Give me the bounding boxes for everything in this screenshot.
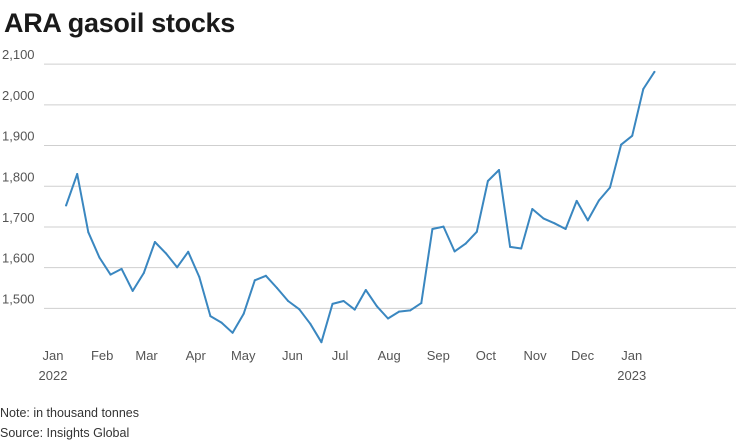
data-point xyxy=(176,266,179,269)
data-point xyxy=(387,317,389,320)
data-point xyxy=(120,267,123,270)
data-point xyxy=(475,230,478,233)
x-tick-year-label: 2022 xyxy=(39,368,68,383)
data-point xyxy=(131,289,134,292)
data-point xyxy=(620,143,623,146)
x-tick-label: Jun xyxy=(282,348,303,363)
data-point xyxy=(609,186,611,189)
data-point xyxy=(653,70,656,73)
data-point xyxy=(98,256,101,259)
x-tick-label: Jan xyxy=(43,348,64,363)
data-point xyxy=(631,134,634,137)
y-tick-label: 1,600 xyxy=(2,251,35,266)
x-tick-label: Apr xyxy=(186,348,207,363)
data-point xyxy=(287,300,290,302)
data-point xyxy=(209,315,212,318)
data-point xyxy=(87,231,90,234)
x-tick-label: May xyxy=(231,348,256,363)
data-point xyxy=(564,228,567,230)
data-point xyxy=(242,312,245,315)
data-point xyxy=(553,222,556,225)
data-point xyxy=(464,242,467,245)
series-line xyxy=(65,70,656,344)
x-tick-label: Sep xyxy=(427,348,450,363)
data-point xyxy=(198,276,201,278)
data-point xyxy=(320,341,323,344)
x-tick-label: Jan xyxy=(621,348,642,363)
gridlines xyxy=(44,63,736,309)
data-point xyxy=(498,169,500,171)
data-point xyxy=(220,321,223,324)
x-tick-label: Nov xyxy=(524,348,548,363)
data-point xyxy=(542,217,545,220)
data-point xyxy=(231,331,234,334)
data-point xyxy=(353,308,356,311)
series-layer xyxy=(65,70,656,344)
x-tick-label: Aug xyxy=(378,348,401,363)
x-tick-label: Feb xyxy=(91,348,113,363)
data-point xyxy=(276,287,278,289)
data-point xyxy=(420,302,423,305)
data-point xyxy=(253,279,256,282)
x-axis-tick-labels: Jan 2022 Feb Mar Apr May Jun Jul Aug Sep Oct Nov Dec… xyxy=(39,348,647,383)
data-point xyxy=(65,204,68,207)
data-point xyxy=(165,252,167,255)
data-point xyxy=(575,199,578,202)
data-point xyxy=(442,225,445,228)
data-point xyxy=(187,250,190,253)
chart-source: Source: Insights Global xyxy=(0,426,130,440)
data-point xyxy=(375,305,378,308)
data-point xyxy=(342,300,345,302)
y-axis-tick-labels: 1,500 1,600 1,700 1,800 1,900 2,000 2,100 xyxy=(2,47,35,306)
data-point xyxy=(309,322,312,325)
x-tick-year-label: 2023 xyxy=(617,368,646,383)
x-tick-label: Jul xyxy=(332,348,349,363)
y-tick-label: 1,900 xyxy=(2,129,35,144)
data-point xyxy=(142,272,145,274)
data-point xyxy=(409,309,412,312)
chart-title: ARA gasoil stocks xyxy=(4,8,235,38)
x-tick-label: Dec xyxy=(571,348,595,363)
data-point xyxy=(264,274,267,277)
data-point xyxy=(597,199,600,202)
data-point xyxy=(642,88,645,90)
y-tick-label: 1,500 xyxy=(2,291,35,306)
x-tick-label: Oct xyxy=(476,348,497,363)
data-point xyxy=(331,302,334,305)
y-tick-label: 2,100 xyxy=(2,47,35,62)
data-point xyxy=(398,310,401,313)
data-point xyxy=(431,228,434,230)
data-point xyxy=(509,245,512,248)
data-point xyxy=(486,180,489,182)
y-tick-label: 2,000 xyxy=(2,88,35,103)
data-point xyxy=(153,241,156,243)
y-tick-label: 1,700 xyxy=(2,210,35,225)
data-point xyxy=(364,289,367,291)
data-point xyxy=(531,208,534,210)
data-point xyxy=(586,219,589,222)
data-point xyxy=(298,308,301,311)
data-point xyxy=(520,247,523,250)
data-point xyxy=(109,273,112,276)
data-point xyxy=(76,173,79,175)
data-point xyxy=(453,250,456,253)
chart-note: Note: in thousand tonnes xyxy=(0,406,139,420)
y-tick-label: 1,800 xyxy=(2,169,35,184)
x-tick-label: Mar xyxy=(135,348,158,363)
